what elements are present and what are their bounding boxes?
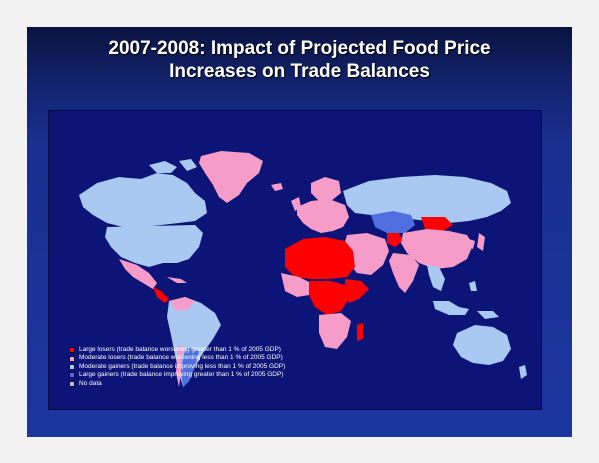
legend-swatch-no-data [69, 380, 75, 387]
madagascar [357, 323, 363, 341]
russia [343, 175, 511, 223]
world-map [79, 151, 527, 387]
new-guinea [477, 311, 499, 319]
chile [176, 345, 183, 387]
greenland [199, 151, 263, 203]
legend-swatch-moderate-losers [69, 355, 75, 362]
europe [297, 199, 349, 233]
legend-label: Moderate losers (trade balance worsening… [79, 354, 283, 362]
scandinavia [311, 177, 341, 201]
northern-south-america [169, 297, 195, 311]
legend-item-large-losers: Large losers (trade balance worsening gr… [69, 346, 285, 354]
north-africa [285, 237, 355, 279]
new-zealand [519, 365, 527, 379]
central-america [153, 287, 169, 303]
mongolia [421, 217, 453, 231]
india [389, 253, 419, 293]
slide: 2007-2008: Impact of Projected Food Pric… [27, 27, 572, 437]
legend-item-moderate-losers: Moderate losers (trade balance worsening… [69, 354, 285, 362]
legend-swatch-large-losers [69, 347, 75, 354]
japan [477, 233, 485, 251]
argentina [181, 347, 199, 387]
southern-africa [319, 313, 351, 349]
british-isles [291, 197, 301, 211]
arctic-islands [149, 159, 197, 173]
legend-item-large-gainers: Large gainers (trade balance improving g… [69, 371, 285, 379]
legend-swatch-large-gainers [69, 372, 75, 379]
slide-title: 2007-2008: Impact of Projected Food Pric… [27, 37, 572, 83]
legend-label: Large losers (trade balance worsening gr… [79, 346, 281, 353]
east-africa [345, 279, 369, 303]
title-line-2: Increases on Trade Balances [169, 61, 430, 82]
korea [468, 239, 475, 249]
legend-swatch-moderate-gainers [69, 364, 75, 371]
title-line-1: 2007-2008: Impact of Projected Food Pric… [108, 38, 491, 59]
canada [79, 173, 207, 227]
australia [453, 325, 511, 365]
west-africa [281, 273, 311, 297]
central-africa [309, 281, 349, 315]
legend-item-moderate-gainers: Moderate gainers (trade balance improvin… [69, 363, 285, 371]
central-asia [387, 233, 403, 247]
kazakhstan [371, 211, 415, 233]
legend-item-no-data: No data [69, 380, 285, 388]
mexico [119, 259, 157, 289]
legend-label: Large gainers (trade balance improving g… [79, 371, 284, 379]
legend-label: Moderate gainers (trade balance improvin… [79, 362, 286, 370]
world-map-panel: Large losers (trade balance worsening gr… [48, 110, 542, 410]
indonesia [433, 281, 477, 315]
iceland [271, 183, 283, 191]
usa [105, 225, 203, 267]
southeast-asia [427, 265, 445, 291]
map-legend: Large losers (trade balance worsening gr… [69, 346, 285, 388]
legend-label: No data [79, 379, 102, 387]
caribbean [167, 277, 187, 283]
china [401, 229, 473, 269]
